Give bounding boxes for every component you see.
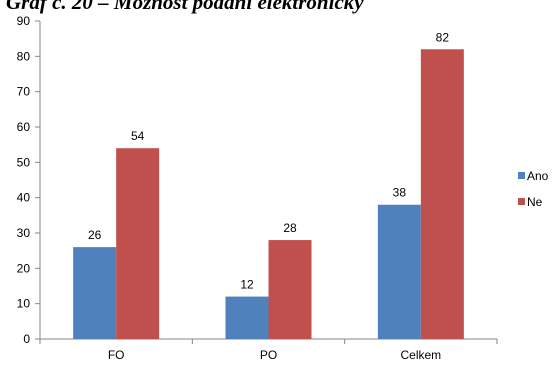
bar-ne-po [268, 240, 312, 339]
data-label: 12 [240, 278, 254, 292]
data-label: 26 [88, 228, 102, 242]
x-tick-label: Celkem [400, 348, 441, 362]
y-tick-label: 80 [17, 49, 31, 63]
data-label: 54 [131, 129, 145, 143]
y-tick-label: 40 [17, 191, 31, 205]
data-label: 82 [436, 30, 450, 44]
chart-title: Graf č. 20 – Možnost podání elektronicky [6, 0, 364, 14]
chart-data-labels: 26 54 12 28 38 82 [88, 30, 449, 291]
chart-legend: Ano Ne [518, 169, 549, 209]
legend-label-ne: Ne [527, 195, 543, 209]
y-tick-label: 10 [17, 297, 31, 311]
y-tick-label: 50 [17, 155, 31, 169]
x-tick-label: FO [108, 348, 125, 362]
y-tick-label: 30 [17, 226, 31, 240]
bar-ano-fo [73, 247, 117, 339]
chart-bars [73, 49, 464, 340]
data-label: 38 [393, 186, 407, 200]
y-tick-label: 0 [23, 332, 30, 346]
x-tick-label: PO [260, 348, 277, 362]
legend-label-ano: Ano [527, 169, 549, 183]
bar-ano-po [225, 296, 269, 339]
y-tick-label: 70 [17, 85, 31, 99]
bar-ne-fo [116, 148, 160, 339]
bar-ano-celkem [377, 204, 421, 339]
y-tick-label: 60 [17, 120, 31, 134]
y-tick-label: 20 [17, 261, 31, 275]
chart-axes: 0 10 20 30 40 50 60 70 80 90 FO PO Celkem [17, 14, 498, 362]
legend-swatch-ne [518, 198, 525, 205]
y-tick-label: 90 [17, 14, 31, 28]
legend-swatch-ano [518, 172, 525, 179]
bar-ne-celkem [420, 49, 464, 340]
data-label: 28 [283, 221, 297, 235]
